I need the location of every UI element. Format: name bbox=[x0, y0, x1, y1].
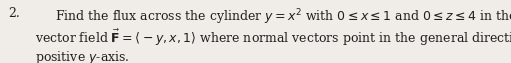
Text: vector field $\vec{\mathbf{F}} = \langle -y, x, 1 \rangle$ where normal vectors : vector field $\vec{\mathbf{F}} = \langle… bbox=[35, 28, 511, 48]
Text: 2.: 2. bbox=[8, 7, 20, 20]
Text: Find the flux across the cylinder $y = x^2$ with $0 \leq x \leq 1$ and $0 \leq z: Find the flux across the cylinder $y = x… bbox=[55, 7, 511, 27]
Text: positive $y$-axis.: positive $y$-axis. bbox=[35, 49, 130, 63]
